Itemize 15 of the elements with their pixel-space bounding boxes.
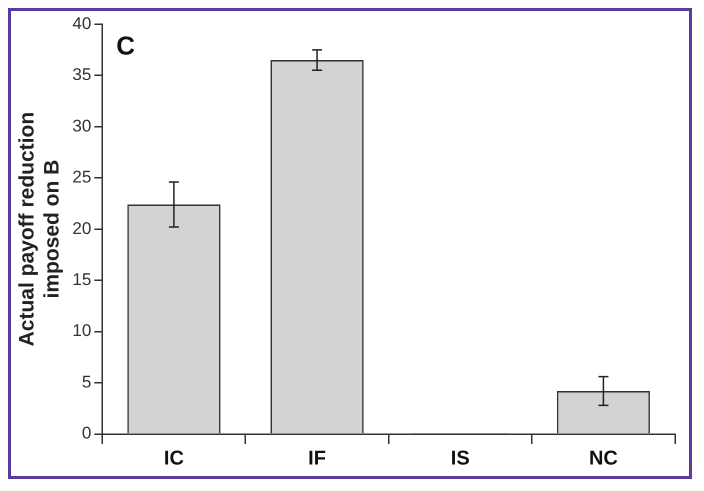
y-tick-label: 35 [72,65,92,84]
x-tick-label: IF [308,448,326,470]
y-tick-label: 40 [72,14,92,33]
annotation: C [116,30,136,60]
y-axis-title: Actual payoff reduction imposed on B [15,112,64,346]
x-tick-label: IS [450,448,470,470]
x-tick-label: NC [588,448,618,470]
y-tick-label: 20 [72,218,92,238]
x-tick-label: IC [164,448,184,470]
y-tick-label: 30 [72,116,92,136]
y-tick-label: 10 [72,321,92,340]
y-tick-label: 15 [72,270,92,290]
y-tick-label: 0 [82,424,92,443]
y-tick-label: 25 [72,168,92,187]
y-tick-label: 5 [82,372,92,392]
